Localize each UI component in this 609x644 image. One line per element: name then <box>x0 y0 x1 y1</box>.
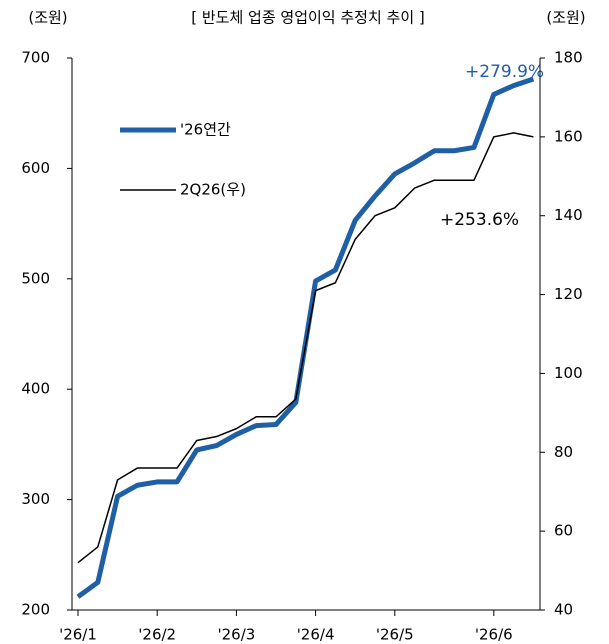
y2-tick-label: 160 <box>554 127 583 145</box>
x-tick-label: '26/1 <box>59 626 97 644</box>
legend-label: '26연간 <box>180 121 231 139</box>
x-tick-label: '26/2 <box>138 626 176 644</box>
y2-tick-label: 60 <box>554 522 573 540</box>
x-tick-label: '26/5 <box>376 626 414 644</box>
x-tick-label: '26/6 <box>475 626 513 644</box>
legend-label: 2Q26(우) <box>180 181 246 199</box>
series-line <box>77 132 534 564</box>
y2-tick-label: 180 <box>554 49 583 67</box>
y-tick-label: 300 <box>21 490 50 508</box>
y-axis-label: (조원) <box>28 9 67 27</box>
y-tick-label: 700 <box>21 49 50 67</box>
annotation: +279.9% <box>465 62 544 82</box>
x-tick-label: '26/3 <box>217 626 255 644</box>
x-tick-label: '26/4 <box>297 626 335 644</box>
series-line <box>76 76 535 599</box>
y2-axis-label: (조원) <box>546 9 585 27</box>
annotation: +253.6% <box>440 210 519 230</box>
y2-tick-label: 80 <box>554 443 573 461</box>
y2-tick-label: 40 <box>554 601 573 619</box>
chart-title: [ 반도체 업종 영업이익 추정치 추이 ] <box>191 9 425 27</box>
y-tick-label: 200 <box>21 601 50 619</box>
y2-tick-label: 120 <box>554 285 583 303</box>
y-tick-label: 400 <box>21 380 50 398</box>
y2-tick-label: 100 <box>554 364 583 382</box>
y2-tick-label: 140 <box>554 206 583 224</box>
y-tick-label: 600 <box>21 159 50 177</box>
y-tick-label: 500 <box>21 269 50 287</box>
